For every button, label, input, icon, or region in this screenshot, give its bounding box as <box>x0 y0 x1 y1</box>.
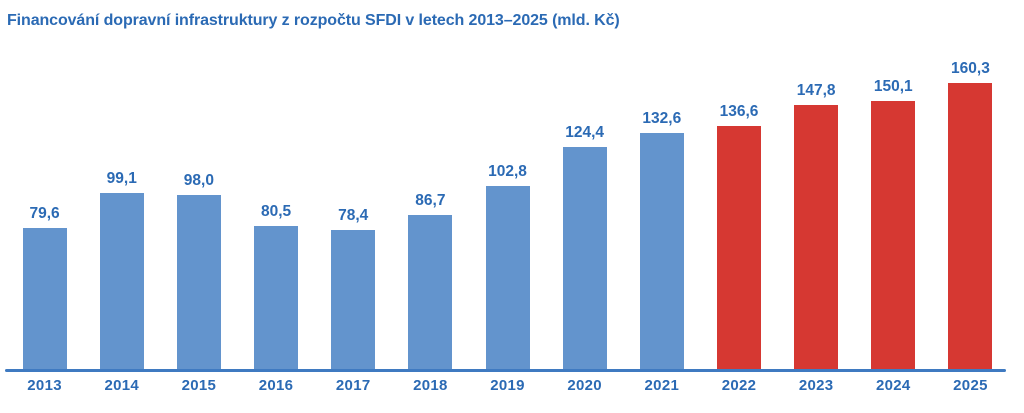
value-label: 80,5 <box>260 203 292 220</box>
bar-2020 <box>562 147 607 371</box>
bar-2014 <box>99 193 144 371</box>
bar-column-2019: 102,8 <box>469 55 546 371</box>
bar-2015 <box>176 195 221 371</box>
value-label: 78,4 <box>338 207 369 224</box>
bar-column-2023: 147,8 <box>778 55 855 371</box>
value-label: 160,3 <box>951 60 990 77</box>
year-label: 2016 <box>258 377 294 394</box>
bar-column-2024: 150,1 <box>855 55 932 371</box>
year-label: 2014 <box>104 377 140 394</box>
bar-2021 <box>639 133 684 371</box>
bar-column-2016: 80,5 <box>237 55 314 371</box>
bar-column-2022: 136,6 <box>700 55 777 371</box>
bar-2022 <box>716 126 761 371</box>
value-label: 136,6 <box>719 103 759 120</box>
bar-2019 <box>485 186 530 371</box>
x-axis-labels: 2013 2014 2015 2016 2017 2018 2019 2020 2021 2022… <box>6 377 1009 394</box>
value-label: 150,1 <box>873 78 913 95</box>
value-label: 86,7 <box>415 192 446 209</box>
value-label: 124,4 <box>565 124 605 141</box>
bar-column-2017: 78,4 <box>315 55 392 371</box>
bar-2024 <box>871 101 916 371</box>
value-label: 102,8 <box>488 163 527 180</box>
bar-column-2020: 124,4 <box>546 55 623 371</box>
bar-2018 <box>408 215 453 371</box>
year-label: 2024 <box>876 377 911 394</box>
bar-column-2015: 98,0 <box>160 55 237 371</box>
year-label: 2018 <box>413 377 448 394</box>
bar-column-2014: 99,1 <box>83 55 160 371</box>
value-label: 98,0 <box>183 172 214 189</box>
bar-plot-area: 79,6 99,1 98,0 80,5 78,4 86,7 102,8 124,4 132,6 1… <box>6 55 1009 371</box>
chart-title: Financování dopravní infrastruktury z ro… <box>7 12 620 29</box>
year-label: 2023 <box>798 377 834 394</box>
bar-column-2018: 86,7 <box>392 55 469 371</box>
value-label: 132,6 <box>642 110 682 127</box>
bar-column-2025: 160,3 <box>932 55 1009 371</box>
bar-2025 <box>948 83 993 371</box>
year-label: 2013 <box>27 377 62 394</box>
x-axis-line <box>5 369 1006 372</box>
bar-2013 <box>22 228 67 371</box>
bar-2016 <box>254 226 299 371</box>
bar-2017 <box>331 230 376 371</box>
value-label: 79,6 <box>29 205 60 222</box>
year-label: 2022 <box>721 377 757 394</box>
value-label: 147,8 <box>796 82 836 99</box>
bar-column-2021: 132,6 <box>623 55 700 371</box>
year-label: 2015 <box>181 377 217 394</box>
year-label: 2021 <box>644 377 680 394</box>
year-label: 2025 <box>953 377 988 394</box>
year-label: 2019 <box>490 377 525 394</box>
year-label: 2017 <box>335 377 371 394</box>
value-label: 99,1 <box>106 170 137 187</box>
bar-column-2013: 79,6 <box>6 55 83 371</box>
bar-2023 <box>794 105 839 371</box>
year-label: 2020 <box>567 377 602 394</box>
